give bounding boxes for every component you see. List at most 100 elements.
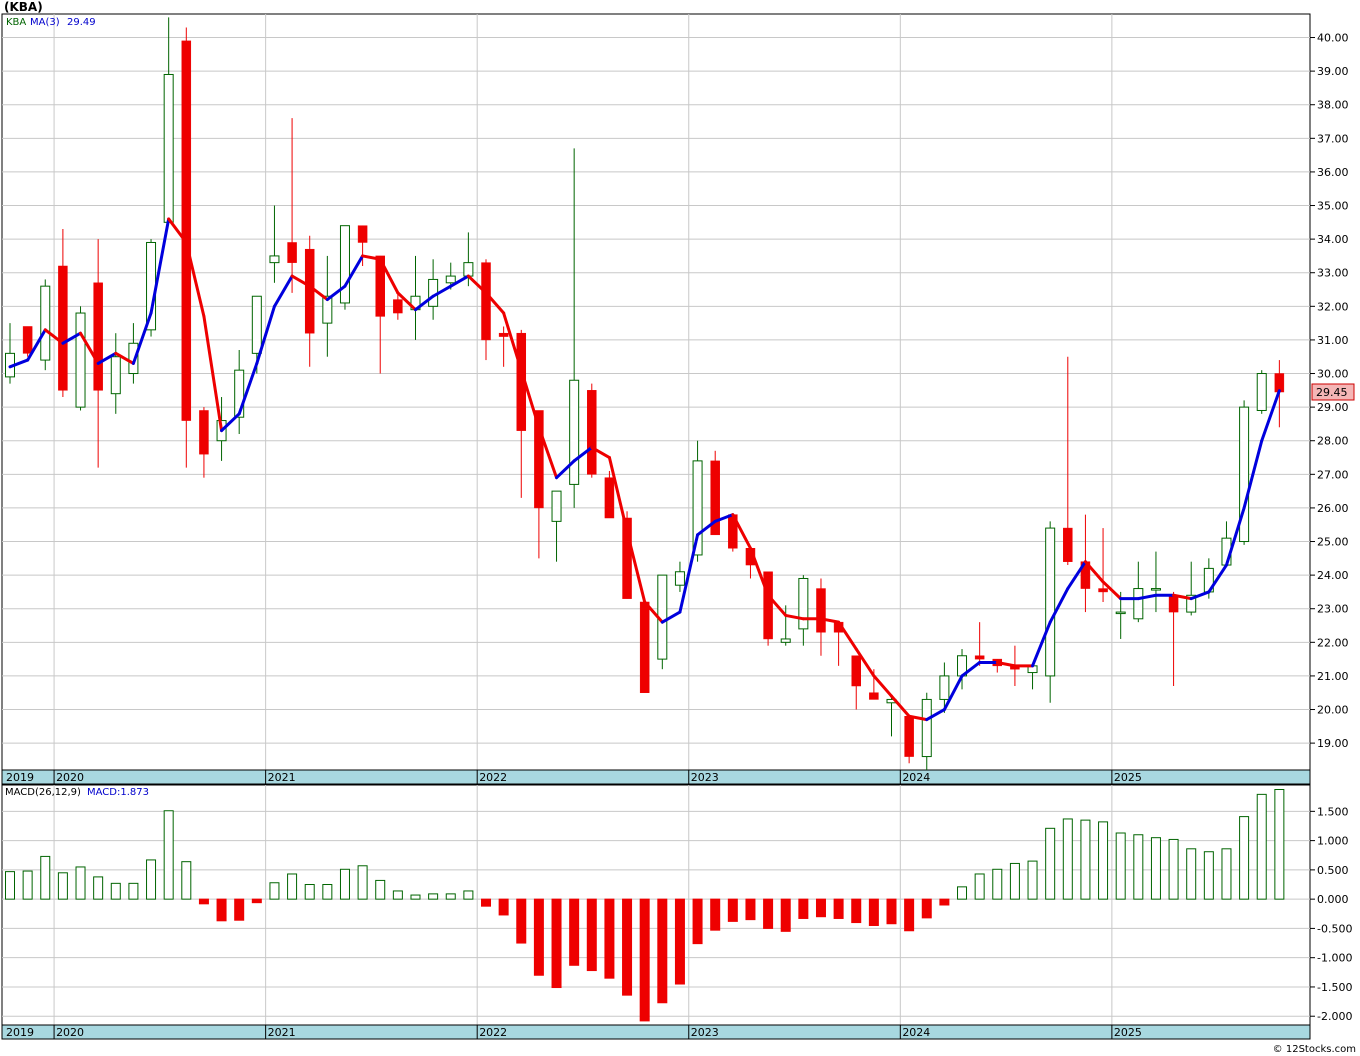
candle-body-down — [816, 588, 826, 633]
macd-bar-negative — [533, 898, 544, 976]
timeline-year-label: 2024 — [902, 771, 930, 784]
candle-body-down — [604, 477, 615, 519]
candle-body-down — [93, 282, 103, 391]
candle-body-down — [1168, 595, 1179, 613]
ma-line-segment — [220, 412, 241, 433]
price-tick-label: 40.00 — [1317, 32, 1349, 45]
ma-line-segment — [872, 674, 893, 698]
macd-bar-negative — [234, 898, 245, 921]
candle-body-down — [357, 225, 368, 243]
candle-body-up — [110, 356, 121, 395]
macd-bar-positive — [1133, 834, 1144, 900]
candle-body-down — [199, 410, 209, 455]
ma-line-segment — [942, 674, 964, 712]
macd-bar-negative — [868, 898, 879, 926]
last-price-label: 29.45 — [1316, 386, 1348, 399]
ma-line-segment — [1031, 620, 1052, 668]
candle-body-down — [393, 299, 403, 314]
macd-bar-positive — [1080, 819, 1091, 900]
candle-body-up — [1133, 588, 1144, 620]
timeline-year-label: 2020 — [56, 1026, 84, 1039]
timeline-year-label: 2022 — [479, 771, 507, 784]
candle-body-up — [798, 577, 809, 630]
candle-body-down — [304, 248, 315, 334]
last-price-marker — [1311, 383, 1355, 401]
macd-bar-negative — [763, 898, 774, 929]
macd-bar-positive — [146, 859, 157, 900]
price-tick-label: 34.00 — [1317, 233, 1349, 246]
ma-line-segment — [255, 304, 276, 365]
price-tick-label: 32.00 — [1317, 300, 1349, 313]
ma-line-segment — [854, 647, 876, 678]
candle-body-down — [498, 332, 509, 337]
macd-bar-negative — [639, 898, 650, 1022]
ma-line-segment — [431, 284, 453, 298]
candle-body-down — [587, 390, 597, 475]
candle-body-down — [181, 40, 192, 421]
ma-line-segment — [960, 660, 982, 678]
macd-tick-label: -2.000 — [1317, 1010, 1352, 1023]
candle-body-down — [622, 517, 632, 599]
macd-bar-negative — [481, 898, 492, 907]
candle-body-up — [445, 275, 456, 284]
timeline-year-label: 2021 — [268, 1026, 296, 1039]
price-tick-label: 24.00 — [1317, 569, 1349, 582]
ma-line-segment — [555, 459, 576, 480]
ma-line-segment — [607, 456, 629, 533]
macd-bar-negative — [780, 898, 791, 932]
macd-bar-negative — [710, 898, 721, 931]
macd-bar-negative — [674, 898, 685, 985]
macd-timeline — [1, 1024, 1311, 1040]
candle-body-down — [904, 715, 914, 757]
ma-line-segment — [907, 714, 929, 722]
candle-body-down — [1098, 588, 1108, 593]
candle-body-down — [763, 571, 773, 640]
ma-line-segment — [660, 610, 682, 624]
macd-bar-negative — [939, 898, 950, 906]
ma-line-segment — [625, 529, 647, 604]
macd-bar-negative — [251, 898, 262, 904]
macd-tick-label: 0.000 — [1317, 893, 1349, 906]
ma-line-segment — [519, 368, 541, 429]
ma-line-segment — [696, 519, 717, 537]
candle-body-up — [1115, 611, 1126, 615]
macd-bar-positive — [463, 890, 474, 900]
macd-bar-positive — [957, 886, 968, 900]
legend-ma-value: 29.49 — [67, 17, 96, 28]
candle-body-down — [974, 655, 985, 660]
ma-line-segment — [290, 274, 312, 288]
price-tick-label: 23.00 — [1317, 603, 1349, 616]
macd-tick-label: 1.000 — [1317, 835, 1349, 848]
price-tick-label: 21.00 — [1317, 670, 1349, 683]
ma-line-segment — [149, 217, 171, 315]
macd-bar-negative — [604, 898, 615, 979]
ma-line-segment — [466, 274, 488, 295]
macd-bar-positive — [1239, 816, 1250, 900]
macd-bar-positive — [40, 855, 51, 900]
macd-bar-positive — [1221, 848, 1232, 900]
price-tick-label: 29.00 — [1317, 401, 1349, 414]
macd-bar-positive — [57, 872, 68, 900]
macd-bar-positive — [1009, 862, 1020, 900]
ma-line-segment — [1101, 580, 1123, 601]
macd-bar-positive — [1045, 827, 1056, 900]
macd-panel — [1, 784, 1311, 1026]
ma-line-segment — [26, 328, 47, 362]
candle-body-down — [710, 460, 720, 536]
macd-bar-negative — [886, 898, 897, 925]
candle-body-up — [1045, 527, 1056, 677]
chart-title: (KBA) — [4, 0, 43, 14]
macd-bar-positive — [304, 884, 315, 900]
ma-line-segment — [678, 533, 700, 614]
ma-line-segment — [890, 694, 911, 718]
price-tick-label: 36.00 — [1317, 166, 1349, 179]
ma-line-segment — [837, 620, 858, 651]
ma-line-segment — [272, 274, 294, 308]
macd-bar-negative — [727, 898, 738, 922]
ma-line-segment — [202, 314, 224, 433]
timeline-year-label: 2022 — [479, 1026, 507, 1039]
timeline-year-label: 2019 — [6, 1026, 34, 1039]
candle-body-up — [674, 571, 685, 586]
macd-bar-positive — [445, 893, 456, 900]
macd-bar-negative — [745, 898, 756, 921]
